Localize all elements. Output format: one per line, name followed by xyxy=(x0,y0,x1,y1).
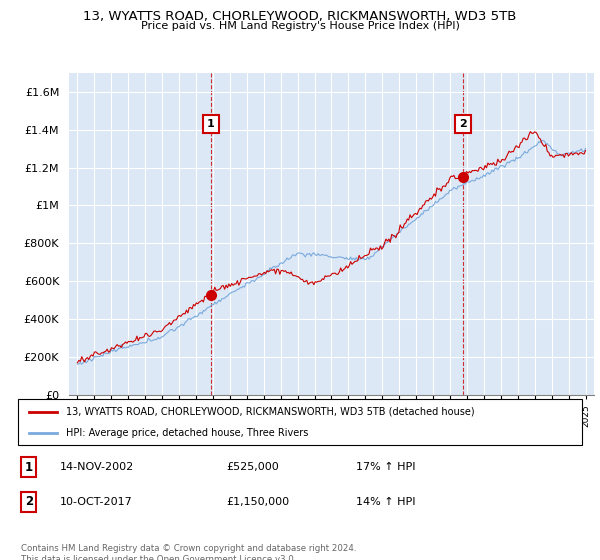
Text: 14-NOV-2002: 14-NOV-2002 xyxy=(60,462,134,472)
Text: Contains HM Land Registry data © Crown copyright and database right 2024.
This d: Contains HM Land Registry data © Crown c… xyxy=(21,544,356,560)
Text: £525,000: £525,000 xyxy=(227,462,280,472)
Text: £1,150,000: £1,150,000 xyxy=(227,497,290,507)
Text: 13, WYATTS ROAD, CHORLEYWOOD, RICKMANSWORTH, WD3 5TB: 13, WYATTS ROAD, CHORLEYWOOD, RICKMANSWO… xyxy=(83,10,517,23)
Text: Price paid vs. HM Land Registry's House Price Index (HPI): Price paid vs. HM Land Registry's House … xyxy=(140,21,460,31)
Text: HPI: Average price, detached house, Three Rivers: HPI: Average price, detached house, Thre… xyxy=(66,428,308,438)
Text: 10-OCT-2017: 10-OCT-2017 xyxy=(60,497,133,507)
Text: 2: 2 xyxy=(25,495,33,508)
Text: 1: 1 xyxy=(207,119,215,129)
Text: 1: 1 xyxy=(25,460,33,474)
Text: 2: 2 xyxy=(459,119,467,129)
Text: 14% ↑ HPI: 14% ↑ HPI xyxy=(356,497,416,507)
Text: 13, WYATTS ROAD, CHORLEYWOOD, RICKMANSWORTH, WD3 5TB (detached house): 13, WYATTS ROAD, CHORLEYWOOD, RICKMANSWO… xyxy=(66,407,475,417)
Text: 17% ↑ HPI: 17% ↑ HPI xyxy=(356,462,416,472)
